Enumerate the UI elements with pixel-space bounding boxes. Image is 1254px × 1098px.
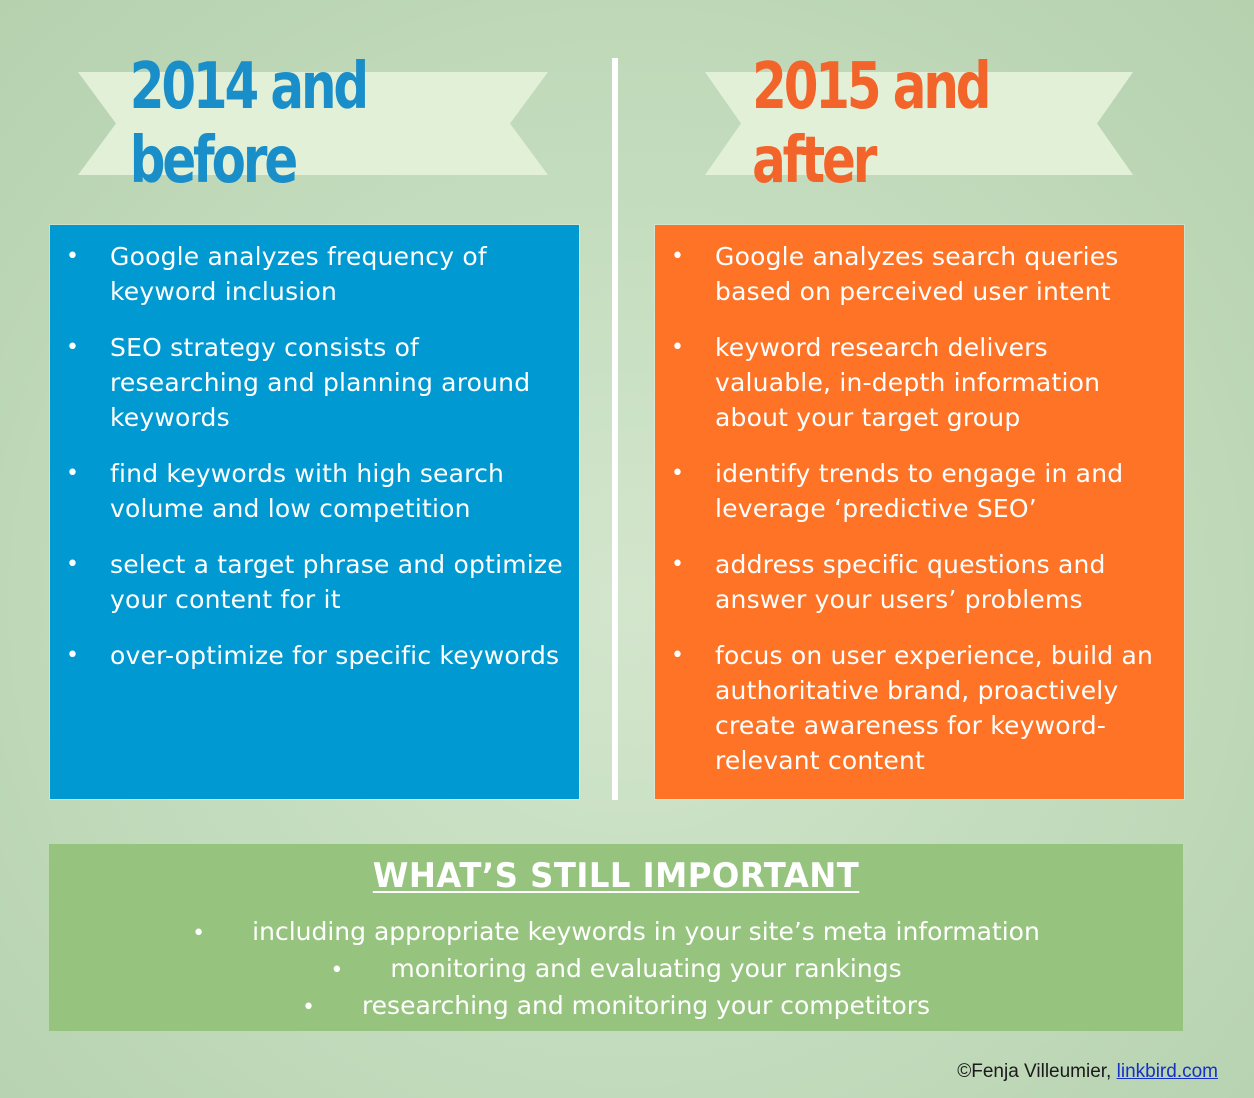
item-text: over-optimize for specific keywords xyxy=(110,641,560,670)
list-item: • Google analyzes search queries based on… xyxy=(671,239,1168,309)
list-item: • monitoring and evaluating your rankings xyxy=(49,951,1183,988)
item-text: identify trends to engage in and leverag… xyxy=(715,459,1124,523)
list-item: • select a target phrase and optimize you… xyxy=(66,547,563,617)
ribbon-banner-left: 2014 and before xyxy=(78,49,548,198)
bullet-icon: • xyxy=(671,643,685,668)
item-text: monitoring and evaluating your rankings xyxy=(390,954,902,983)
credit-link[interactable]: linkbird.com xyxy=(1116,1061,1218,1082)
bullet-icon: • xyxy=(671,552,685,577)
list-item: • researching and monitoring your competi… xyxy=(49,988,1183,1025)
item-text: find keywords with high search volume an… xyxy=(110,459,505,523)
ribbon-banner-right: 2015 and after xyxy=(705,49,1133,198)
item-text: select a target phrase and optimize your… xyxy=(110,550,563,614)
ribbon-shape-right xyxy=(705,72,1133,175)
list-item: • focus on user experience, build an auth… xyxy=(671,638,1168,778)
item-text: keyword research delivers valuable, in-d… xyxy=(715,333,1101,432)
item-text: Google analyzes frequency of keyword inc… xyxy=(110,242,487,306)
list-item: • address specific questions and answer y… xyxy=(671,547,1168,617)
list-item: • over-optimize for specific keywords xyxy=(66,638,563,673)
bullet-icon: • xyxy=(66,643,80,668)
right-item-list: • Google analyzes search queries based on… xyxy=(671,239,1168,778)
item-text: address specific questions and answer yo… xyxy=(715,550,1106,614)
right-column-title: 2015 and after xyxy=(752,49,991,198)
list-item: • identify trends to engage in and levera… xyxy=(671,456,1168,526)
list-item: • find keywords with high search volume a… xyxy=(66,456,563,526)
still-important-list: • including appropriate keywords in your … xyxy=(49,914,1183,1025)
ribbon-shape-left xyxy=(78,72,548,175)
right-panel: • Google analyzes search queries based on… xyxy=(655,225,1184,799)
item-text: researching and monitoring your competit… xyxy=(361,991,931,1020)
column-divider xyxy=(612,58,618,800)
left-item-list: • Google analyzes frequency of keyword in… xyxy=(66,239,563,673)
list-item: • keyword research delivers valuable, in-… xyxy=(671,330,1168,435)
item-text: focus on user experience, build an autho… xyxy=(715,641,1154,775)
bullet-icon: • xyxy=(66,244,80,269)
item-text: including appropriate keywords in your s… xyxy=(252,917,1040,946)
credit-prefix: ©Fenja Villeumier, xyxy=(957,1061,1117,1082)
bullet-icon: • xyxy=(330,958,344,983)
bullet-icon: • xyxy=(671,461,685,486)
list-item: • Google analyzes frequency of keyword in… xyxy=(66,239,563,309)
left-column-title: 2014 and before xyxy=(129,49,369,198)
credit-line: ©Fenja Villeumier, linkbird.com xyxy=(957,1061,1218,1083)
bullet-icon: • xyxy=(66,461,80,486)
still-important-heading: WHAT’S STILL IMPORTANT xyxy=(372,856,860,896)
bullet-icon: • xyxy=(671,335,685,360)
bullet-icon: • xyxy=(301,995,315,1020)
left-panel: • Google analyzes frequency of keyword in… xyxy=(50,225,579,799)
still-important-panel: WHAT’S STILL IMPORTANT • including approp… xyxy=(49,844,1183,1031)
bullet-icon: • xyxy=(66,335,80,360)
list-item: • SEO strategy consists of researching an… xyxy=(66,330,563,435)
bullet-icon: • xyxy=(671,244,685,269)
bullet-icon: • xyxy=(66,552,80,577)
list-item: • including appropriate keywords in your … xyxy=(49,914,1183,951)
bullet-icon: • xyxy=(192,921,206,946)
item-text: Google analyzes search queries based on … xyxy=(715,242,1119,306)
item-text: SEO strategy consists of researching and… xyxy=(110,333,531,432)
